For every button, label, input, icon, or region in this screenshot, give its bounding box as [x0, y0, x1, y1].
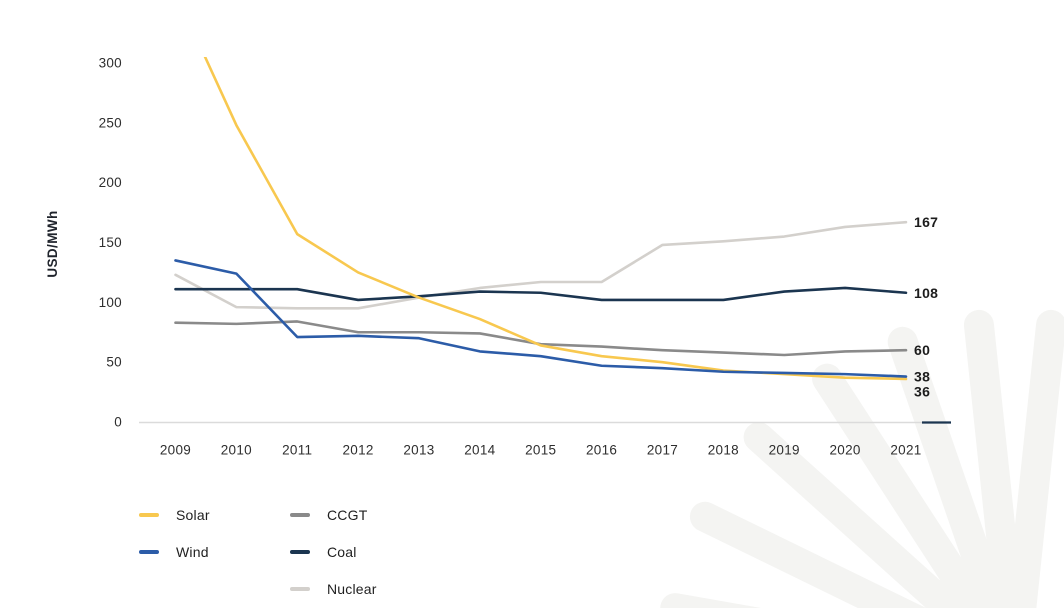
legend-swatch-ccgt	[290, 513, 310, 517]
line-nuclear	[174, 220, 908, 310]
legend-item-coal: Coal	[290, 544, 357, 560]
x-tick-label: 2013	[403, 443, 434, 458]
legend-item-wind: Wind	[139, 544, 209, 560]
legend-item-solar: Solar	[139, 507, 210, 523]
legend-label-solar: Solar	[176, 507, 210, 523]
x-tick-label: 2011	[282, 443, 312, 458]
legend-label-nuclear: Nuclear	[327, 581, 377, 597]
y-tick-label: 150	[99, 235, 122, 250]
y-tick-label: 250	[99, 115, 122, 130]
line-coal	[174, 286, 908, 302]
y-tick-label: 50	[106, 355, 122, 370]
legend-item-ccgt: CCGT	[290, 507, 367, 523]
x-tick-label: 2018	[708, 443, 739, 458]
x-tick-label: 2017	[647, 443, 678, 458]
legend-swatch-nuclear	[290, 587, 310, 591]
y-tick-label: 0	[114, 415, 122, 430]
x-tick-label: 2014	[464, 443, 495, 458]
legend-label-wind: Wind	[176, 544, 209, 560]
x-tick-label: 2016	[586, 443, 617, 458]
x-tick-label: 2021	[890, 443, 921, 458]
legend-label-coal: Coal	[327, 544, 357, 560]
end-label-wind: 38	[914, 369, 930, 385]
end-label-solar: 36	[914, 384, 930, 400]
x-tick-label: 2019	[769, 443, 800, 458]
y-tick-label: 100	[99, 295, 122, 310]
line-wind	[174, 259, 908, 378]
y-tick-label: 300	[99, 56, 122, 71]
legend-swatch-wind	[139, 550, 159, 554]
legend-swatch-solar	[139, 513, 159, 517]
end-label-coal: 108	[914, 285, 938, 301]
line-ccgt	[174, 320, 908, 357]
x-tick-label: 2009	[160, 443, 191, 458]
end-label-ccgt: 60	[914, 342, 930, 358]
x-tick-label: 2012	[343, 443, 374, 458]
y-tick-label: 200	[99, 175, 122, 190]
y-axis-title: USD/MWh	[45, 210, 60, 278]
x-tick-label: 2010	[221, 443, 252, 458]
x-tick-label: 2020	[830, 443, 861, 458]
x-tick-label: 2015	[525, 443, 556, 458]
end-label-nuclear: 167	[914, 214, 938, 230]
legend-label-ccgt: CCGT	[327, 507, 368, 523]
legend-item-nuclear: Nuclear	[290, 581, 377, 597]
legend-swatch-coal	[290, 550, 310, 554]
